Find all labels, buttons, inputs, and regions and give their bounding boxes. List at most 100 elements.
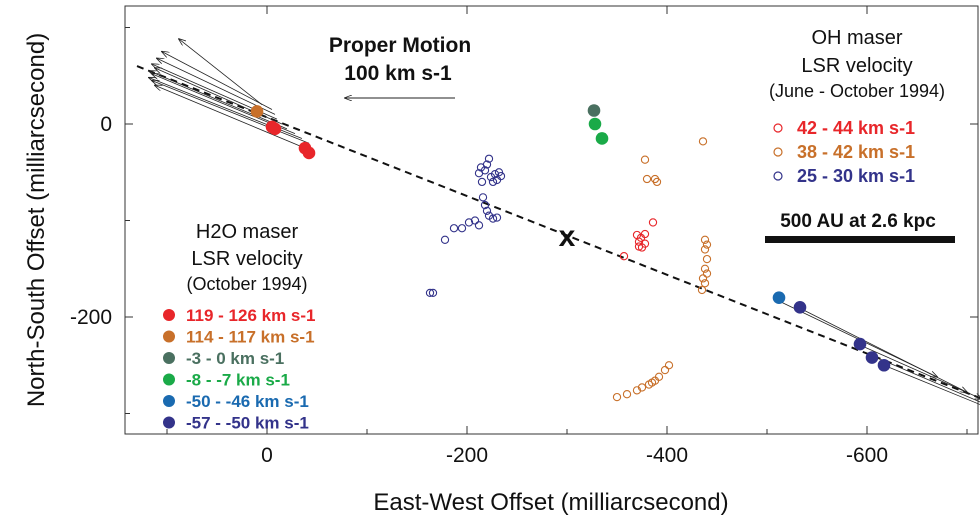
h2o-legend-label: -3 - 0 km s-1 (186, 349, 284, 368)
y-tick-label: 0 (100, 113, 112, 136)
oh-point (474, 169, 484, 178)
axis-ticks (125, 6, 978, 434)
oh-point (648, 218, 658, 227)
h2o-legend-date: (October 1994) (186, 274, 307, 294)
motion-vector (152, 81, 310, 144)
oh-point (494, 168, 504, 177)
oh-point (619, 252, 629, 261)
oh-point (697, 285, 707, 295)
proper-motion-scale: 100 km s-1 (344, 62, 452, 85)
motion-vector (157, 58, 276, 115)
h2o-legend-label: -8 - -7 km s-1 (186, 371, 290, 390)
h2o-legend-label: 114 - 117 km s-1 (186, 328, 315, 347)
oh-legend-swatch (773, 147, 783, 157)
h2o-point (865, 351, 879, 364)
oh-point (634, 242, 644, 251)
motion-vector (801, 308, 967, 392)
oh-point (449, 224, 459, 233)
oh-point (488, 177, 498, 187)
oh-point (664, 361, 674, 370)
h2o-point (853, 337, 867, 351)
oh-legend-swatch (773, 171, 783, 181)
oh-legend-date: (June - October 1994) (769, 81, 945, 101)
motion-vector (149, 71, 288, 130)
x-tick-label: -400 (646, 444, 688, 467)
tick-labels: 0 -200 -400 -600 0 -200 (70, 113, 888, 467)
h2o-legend-subtitle: LSR velocity (191, 248, 302, 270)
y-axis-title: North-South Offset (milliarcsecond) (23, 33, 50, 407)
scale-bar (765, 236, 955, 243)
oh-point (700, 235, 710, 244)
h2o-point (588, 117, 602, 131)
oh-point (492, 213, 502, 222)
oh-point (464, 218, 474, 227)
h2o-point (877, 358, 891, 372)
proper-motion-vectors (149, 39, 980, 405)
center-marker: x (559, 220, 576, 253)
oh-point (612, 392, 622, 402)
h2o-legend-swatch (163, 352, 175, 364)
oh-point (652, 177, 662, 187)
oh-point (702, 269, 712, 278)
oh-point (476, 163, 486, 172)
oh-point (642, 174, 652, 184)
oh-legend-label: 42 - 44 km s-1 (797, 118, 915, 138)
oh-point (640, 155, 650, 164)
h2o-legend-swatch (163, 416, 175, 429)
oh-point (470, 216, 480, 225)
h2o-point (587, 104, 601, 117)
oh-point (477, 177, 487, 187)
oh-maser-points (425, 137, 712, 402)
x-axis-title: East-West Offset (milliarcsecond) (373, 489, 728, 516)
h2o-point (772, 291, 786, 305)
oh-point (654, 372, 664, 381)
oh-point (457, 224, 467, 233)
motion-vector (883, 364, 980, 405)
oh-point (698, 274, 708, 283)
h2o-legend-swatch (163, 395, 175, 407)
h2o-legend-label: 119 - 126 km s-1 (186, 306, 315, 325)
oh-legend-swatch (773, 123, 783, 133)
h2o-point (793, 301, 807, 314)
h2o-point (250, 105, 264, 118)
y-tick-label: -200 (70, 306, 112, 329)
proper-motion-title: Proper Motion (329, 34, 471, 57)
oh-legend-subtitle: LSR velocity (801, 55, 912, 77)
motion-vector (179, 39, 263, 106)
oh-point (484, 154, 494, 163)
oh-point (425, 288, 435, 298)
h2o-legend-label: -57 - -50 km s-1 (186, 414, 309, 433)
h2o-legend: 119 - 126 km s-1 114 - 117 km s-1 -3 - 0 k… (163, 306, 315, 433)
oh-legend: 42 - 44 km s-1 38 - 42 km s-1 25 - 30 km s… (773, 118, 915, 186)
oh-point (702, 254, 712, 264)
oh-legend-label: 25 - 30 km s-1 (797, 166, 915, 186)
motion-vector (162, 52, 273, 110)
motion-vector (155, 85, 313, 152)
h2o-point (302, 146, 316, 160)
oh-point (637, 383, 647, 392)
oh-point (440, 235, 450, 244)
scale-bar-label: 500 AU at 2.6 kpc (780, 211, 936, 232)
oh-point (490, 170, 500, 179)
oh-point (482, 206, 492, 215)
x-tick-label: 0 (261, 444, 273, 467)
h2o-legend-swatch (163, 373, 175, 386)
oh-point (660, 365, 670, 375)
oh-point (496, 171, 506, 181)
h2o-legend-title: H2O maser (196, 221, 299, 243)
h2o-maser-points (250, 104, 891, 372)
h2o-point (268, 122, 282, 136)
h2o-legend-swatch (163, 330, 175, 343)
h2o-legend-label: -50 - -46 km s-1 (186, 392, 309, 411)
x-tick-label: -600 (846, 444, 888, 467)
oh-point (428, 288, 438, 298)
motion-vector (155, 68, 283, 125)
oh-point (478, 193, 488, 202)
oh-point (698, 137, 708, 146)
h2o-point (595, 132, 609, 145)
oh-legend-label: 38 - 42 km s-1 (797, 142, 915, 162)
oh-point (622, 390, 632, 399)
x-tick-label: -200 (446, 444, 488, 467)
motion-vector (871, 355, 980, 403)
